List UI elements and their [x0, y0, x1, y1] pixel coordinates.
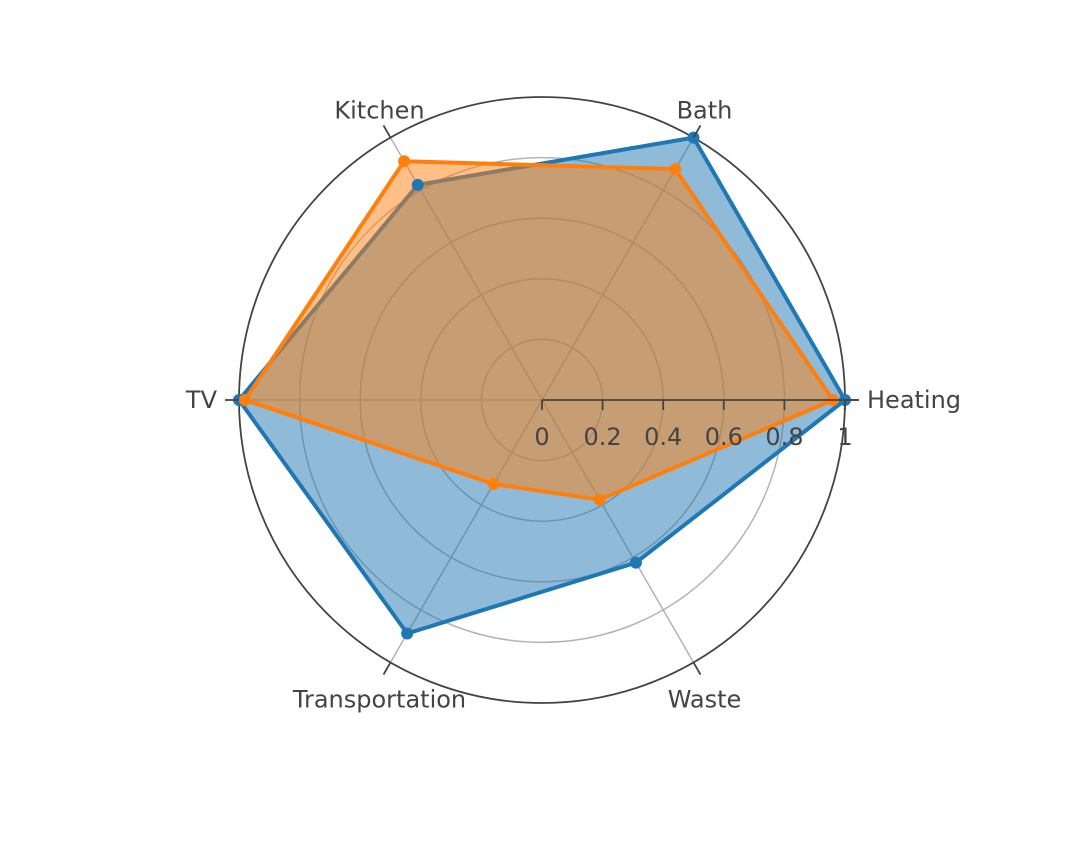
category-label: Transportation	[292, 685, 466, 713]
angular-tick	[692, 125, 702, 139]
category-label: TV	[185, 386, 218, 414]
radial-tick-label: 1	[837, 423, 852, 451]
series-1-point	[629, 556, 642, 569]
category-label: Waste	[668, 685, 742, 713]
series-1-point	[401, 627, 414, 640]
series-2-point	[593, 493, 606, 506]
radial-tick-label: 0.4	[644, 423, 682, 451]
radial-tick-label: 0	[534, 423, 549, 451]
series-1-point	[411, 178, 424, 191]
angular-tick	[382, 125, 392, 139]
radial-tick-label: 0.2	[584, 423, 622, 451]
radial-tick-label: 0.6	[705, 423, 743, 451]
series-2-point	[669, 163, 682, 176]
category-label: Bath	[677, 97, 733, 125]
radar-series	[233, 131, 851, 640]
radial-tick-label: 0.8	[765, 423, 803, 451]
category-labels: Heating Bath Kitchen TV Transportation Waste	[185, 97, 961, 714]
series-2-point	[398, 155, 411, 168]
angular-tick	[382, 661, 392, 675]
category-label: Heating	[867, 386, 961, 414]
radial-axis: 0 0.2 0.4 0.6 0.8 1	[534, 399, 857, 451]
series-2-point	[487, 477, 500, 490]
angular-tick	[692, 661, 702, 675]
category-label: Kitchen	[334, 97, 424, 125]
series-2-point	[239, 394, 252, 406]
